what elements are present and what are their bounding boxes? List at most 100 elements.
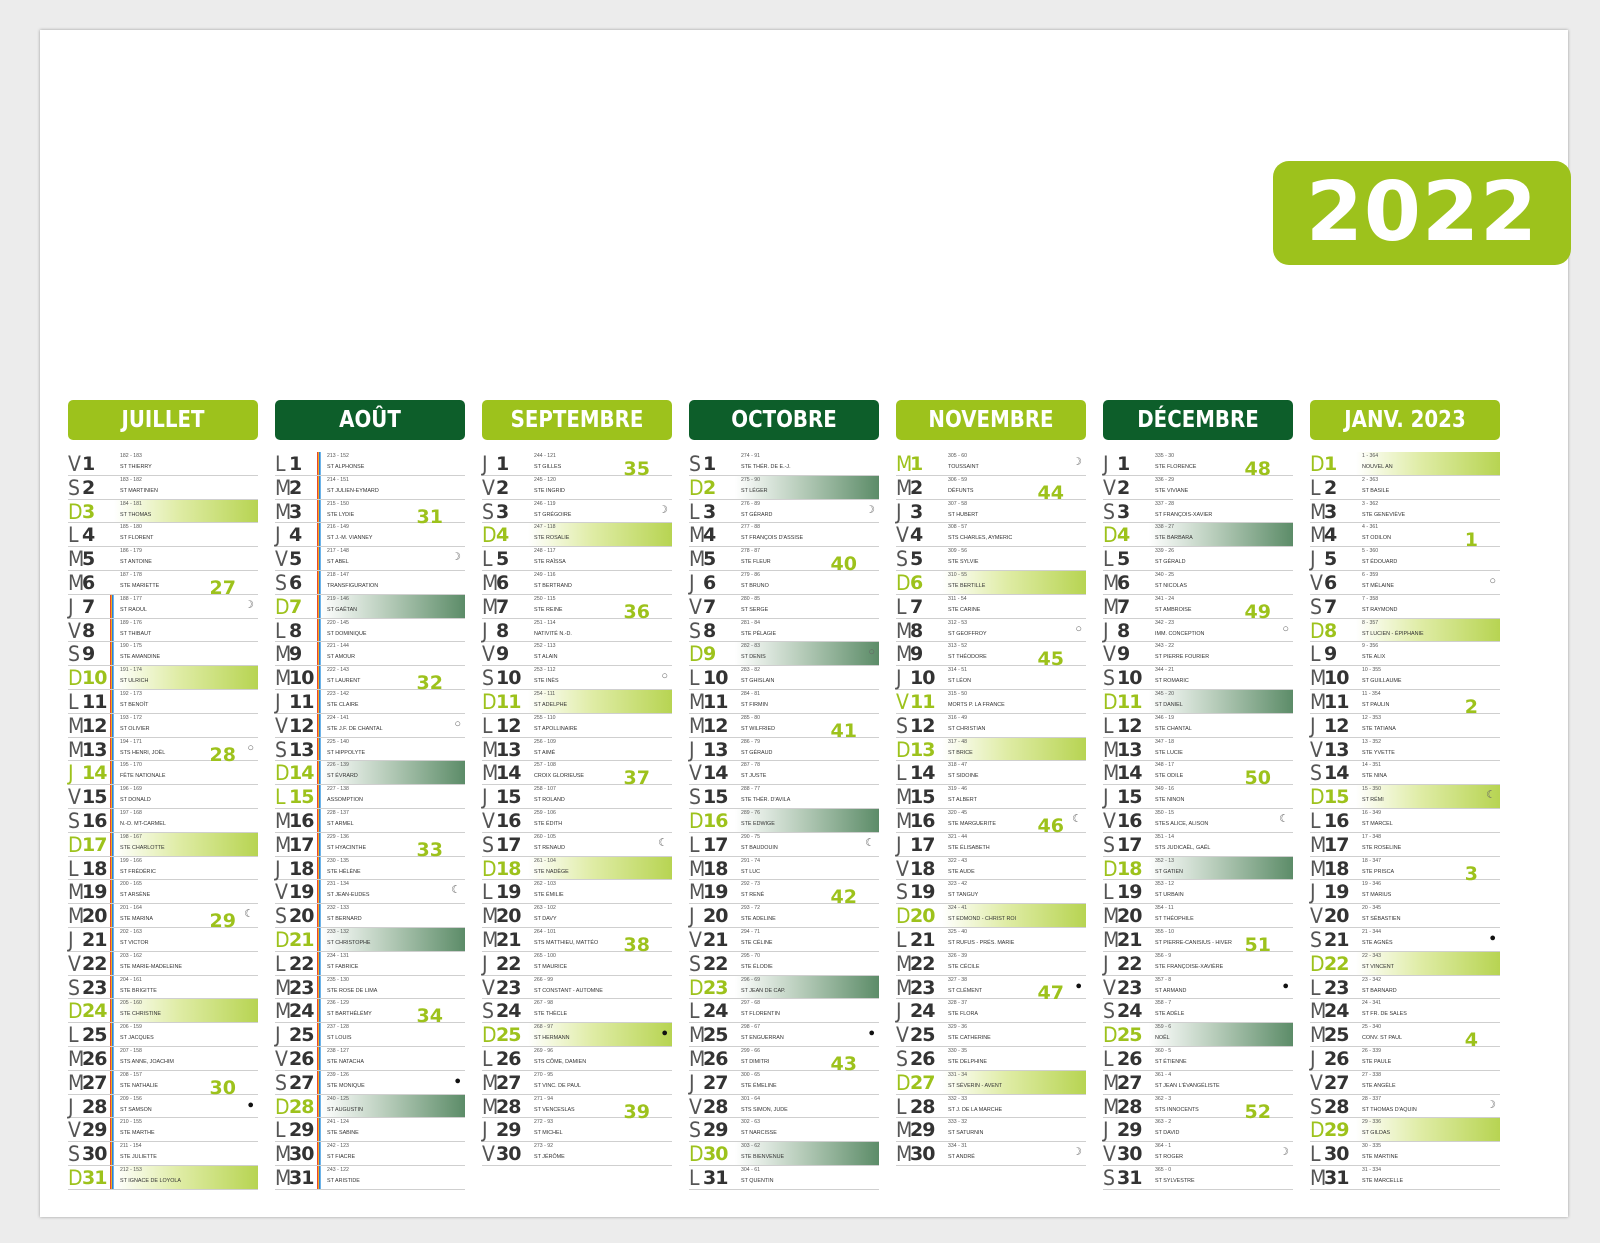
weekday-letter: V — [896, 689, 909, 714]
day-number: 27 — [289, 1071, 314, 1094]
saint-name: ST APOLLINAIRE — [534, 725, 578, 732]
day-row: M 30 334 - 31 ST ANDRÉ ☽ — [896, 1142, 1086, 1166]
week-number: 45 — [1037, 648, 1064, 671]
day-row: J 15 258 - 107 ST ROLAND — [482, 785, 672, 809]
moon-phase-icon: ● — [1489, 931, 1496, 944]
weekday-letter: D — [1103, 856, 1118, 881]
weekday-letter: V — [1310, 570, 1323, 595]
saint-name: TRANSFIGURATION — [327, 582, 379, 589]
week-number: 47 — [1037, 981, 1064, 1004]
saint-name: ST VINC. DE PAUL — [534, 1082, 581, 1089]
week-number: 35 — [623, 458, 650, 480]
day-row: M 11 284 - 81 ST FIRMIN — [689, 690, 879, 714]
day-row: S 1 274 - 91 STE THÉR. DE E.-J. — [689, 452, 879, 476]
saint-name: STE ÉMILIE — [534, 892, 564, 899]
sunday-highlight — [1149, 856, 1293, 880]
saint-name: ST EDMOND - CHRIST ROI — [948, 916, 1017, 923]
day-number: 16 — [82, 809, 107, 832]
day-of-year: 336 - 29 — [1155, 476, 1175, 483]
saint-name: ST DAVY — [534, 916, 557, 923]
weekday-letter: V — [275, 713, 288, 738]
sunday-highlight — [942, 570, 1086, 594]
day-row: S 16 197 - 168 N.-D. MT-CARMEL — [68, 808, 258, 833]
day-number: 2 — [289, 476, 302, 499]
weekday-letter: J — [1103, 785, 1109, 810]
day-number: 1 — [1117, 453, 1130, 475]
day-of-year: 320 - 45 — [948, 809, 968, 816]
day-number: 13 — [1117, 738, 1142, 761]
day-row: D 2 275 - 90 ST LÉGER — [689, 475, 879, 500]
weekday-letter: J — [68, 594, 74, 619]
saint-name: ST HIPPOLYTE — [327, 749, 366, 756]
saint-name: ST JULIEN-EYMARD — [327, 487, 379, 494]
day-row: M 21 355 - 10 ST PIERRE-CANISIUS - HIVER 51 — [1103, 928, 1293, 955]
day-row: L 1 213 - 152 ST ALPHONSE — [275, 452, 465, 476]
day-number: 8 — [910, 619, 923, 642]
weekday-letter: D — [275, 761, 290, 786]
day-of-year: 279 - 86 — [741, 571, 761, 578]
day-number: 14 — [82, 762, 107, 785]
saint-name: ST ANTOINE — [120, 559, 152, 566]
weekday-letter: M — [275, 808, 292, 833]
saint-name: ST ADELPHE — [534, 701, 568, 708]
school-holiday-bar — [317, 761, 321, 785]
weekday-letter: D — [275, 927, 290, 952]
day-number: 13 — [1324, 738, 1349, 761]
week-number: 27 — [209, 576, 236, 599]
weekday-letter: J — [482, 1118, 488, 1143]
weekday-letter: V — [1103, 808, 1116, 833]
day-row: M 26 207 - 158 STS ANNE, JOACHIM — [68, 1046, 258, 1071]
weekday-letter: V — [689, 761, 702, 786]
weekday-letter: D — [689, 642, 704, 667]
day-of-year: 341 - 24 — [1155, 595, 1175, 602]
day-of-year: 347 - 18 — [1155, 738, 1175, 745]
day-row: L 16 16 - 349 ST MARCEL — [1310, 809, 1500, 833]
sunday-highlight — [528, 856, 672, 880]
day-row: D 16 289 - 76 STE EDWIGE — [689, 808, 879, 833]
day-of-year: 286 - 79 — [741, 738, 761, 745]
saint-name: ST LOUIS — [327, 1035, 352, 1042]
week-number: 41 — [830, 719, 857, 742]
saint-name: ST SÉVERIN - AVENT — [948, 1082, 1003, 1089]
month-column: JUILLET V 1 182 - 183 ST THIERRY S 2 183 - 182 S… — [68, 400, 258, 1190]
school-holiday-bar — [110, 975, 114, 999]
day-number: 3 — [496, 500, 509, 523]
school-holiday-bar — [317, 1070, 321, 1094]
saint-name: ST BERNARD — [327, 916, 362, 923]
day-row: V 1 182 - 183 ST THIERRY — [68, 452, 258, 476]
moon-phase-icon: ☾ — [1486, 789, 1496, 802]
day-row: S 3 246 - 119 ST GRÉGOIRE ☽ — [482, 500, 672, 524]
saint-name: STE FLEUR — [741, 559, 771, 566]
day-row: D 11 254 - 111 ST ADELPHE — [482, 689, 672, 714]
saint-name: STE LYDIE — [327, 511, 355, 518]
day-row: D 14 226 - 139 ST ÉVRARD — [275, 761, 465, 785]
day-of-year: 229 - 136 — [327, 833, 349, 840]
day-of-year: 2 - 363 — [1362, 476, 1379, 483]
week-number: 46 — [1037, 814, 1064, 837]
day-row: S 20 232 - 133 ST BERNARD — [275, 904, 465, 928]
weekday-letter: S — [1310, 761, 1322, 786]
saint-name: ST LUC — [741, 868, 761, 875]
day-number: 7 — [703, 595, 716, 618]
weekday-letter: J — [1310, 880, 1316, 905]
day-number: 9 — [1324, 643, 1337, 666]
day-number: 12 — [289, 714, 314, 737]
weekday-letter: M — [896, 1118, 913, 1143]
weekday-letter: J — [275, 689, 281, 714]
day-number: 27 — [910, 1071, 935, 1094]
saint-name: ST JÉRÔME — [534, 1154, 565, 1161]
moon-phase-icon: ☽ — [658, 503, 668, 516]
day-number: 1 — [910, 453, 923, 475]
day-number: 15 — [82, 786, 107, 809]
saint-name: ST JUSTE — [741, 773, 767, 780]
month-name: SEPTEMBRE — [510, 407, 644, 433]
day-number: 26 — [1117, 1047, 1142, 1070]
day-of-year: 198 - 167 — [120, 833, 142, 840]
day-of-year: 331 - 34 — [948, 1071, 968, 1078]
moon-phase-icon: ○ — [1075, 622, 1082, 635]
day-number: 17 — [703, 833, 728, 856]
day-number: 8 — [289, 619, 302, 642]
day-row: S 21 21 - 344 STE AGNÈS ● — [1310, 928, 1500, 952]
day-number: 18 — [703, 857, 728, 880]
